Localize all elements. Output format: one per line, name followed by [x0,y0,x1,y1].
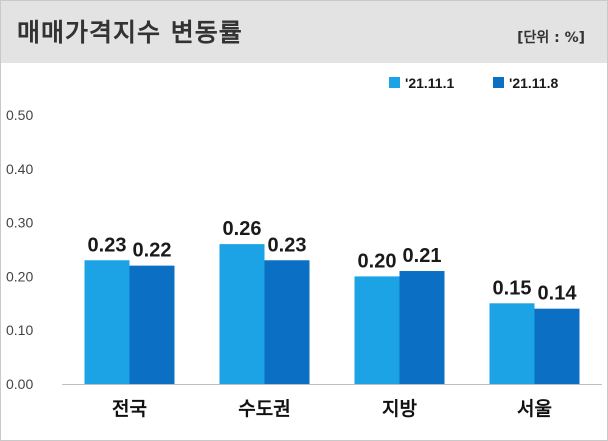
x-category-label: 전국 [112,398,147,420]
data-label: 0.23 [88,234,127,256]
chart-title: 매매가격지수 변동률 [17,18,243,47]
y-tick-label: 0.10 [6,322,33,338]
data-label: 0.22 [133,240,172,262]
y-tick-label: 0.30 [6,215,33,231]
legend-swatch-1 [389,77,400,88]
y-tick-label: 0.00 [6,376,33,392]
data-label: 0.15 [493,277,532,299]
y-tick-label: 0.40 [6,161,33,177]
bar-2 [399,271,445,384]
bar-1 [219,244,265,384]
data-label: 0.21 [403,245,442,267]
bar-1 [354,276,400,384]
y-tick-label: 0.20 [6,268,33,284]
legend-label-2: '21.11.8 [509,75,558,91]
bar-2 [264,260,310,384]
data-label: 0.26 [223,218,262,240]
title-bar: 매매가격지수 변동률 [단위 : %] [1,1,607,63]
data-label: 0.14 [538,283,578,305]
y-tick-label: 0.50 [6,107,33,123]
bar-1 [84,260,130,384]
bar-1 [489,303,535,384]
unit-label: [단위 : %] [517,30,585,46]
x-category-label: 수도권 [238,398,290,420]
bar-2 [129,265,175,384]
data-label: 0.23 [268,234,307,256]
x-category-label: 서울 [517,398,552,420]
bar-2 [534,308,580,384]
x-category-label: 지방 [382,398,417,420]
data-label: 0.20 [358,250,397,272]
legend-label-1: '21.11.1 [405,75,454,91]
legend-swatch-2 [493,77,504,88]
